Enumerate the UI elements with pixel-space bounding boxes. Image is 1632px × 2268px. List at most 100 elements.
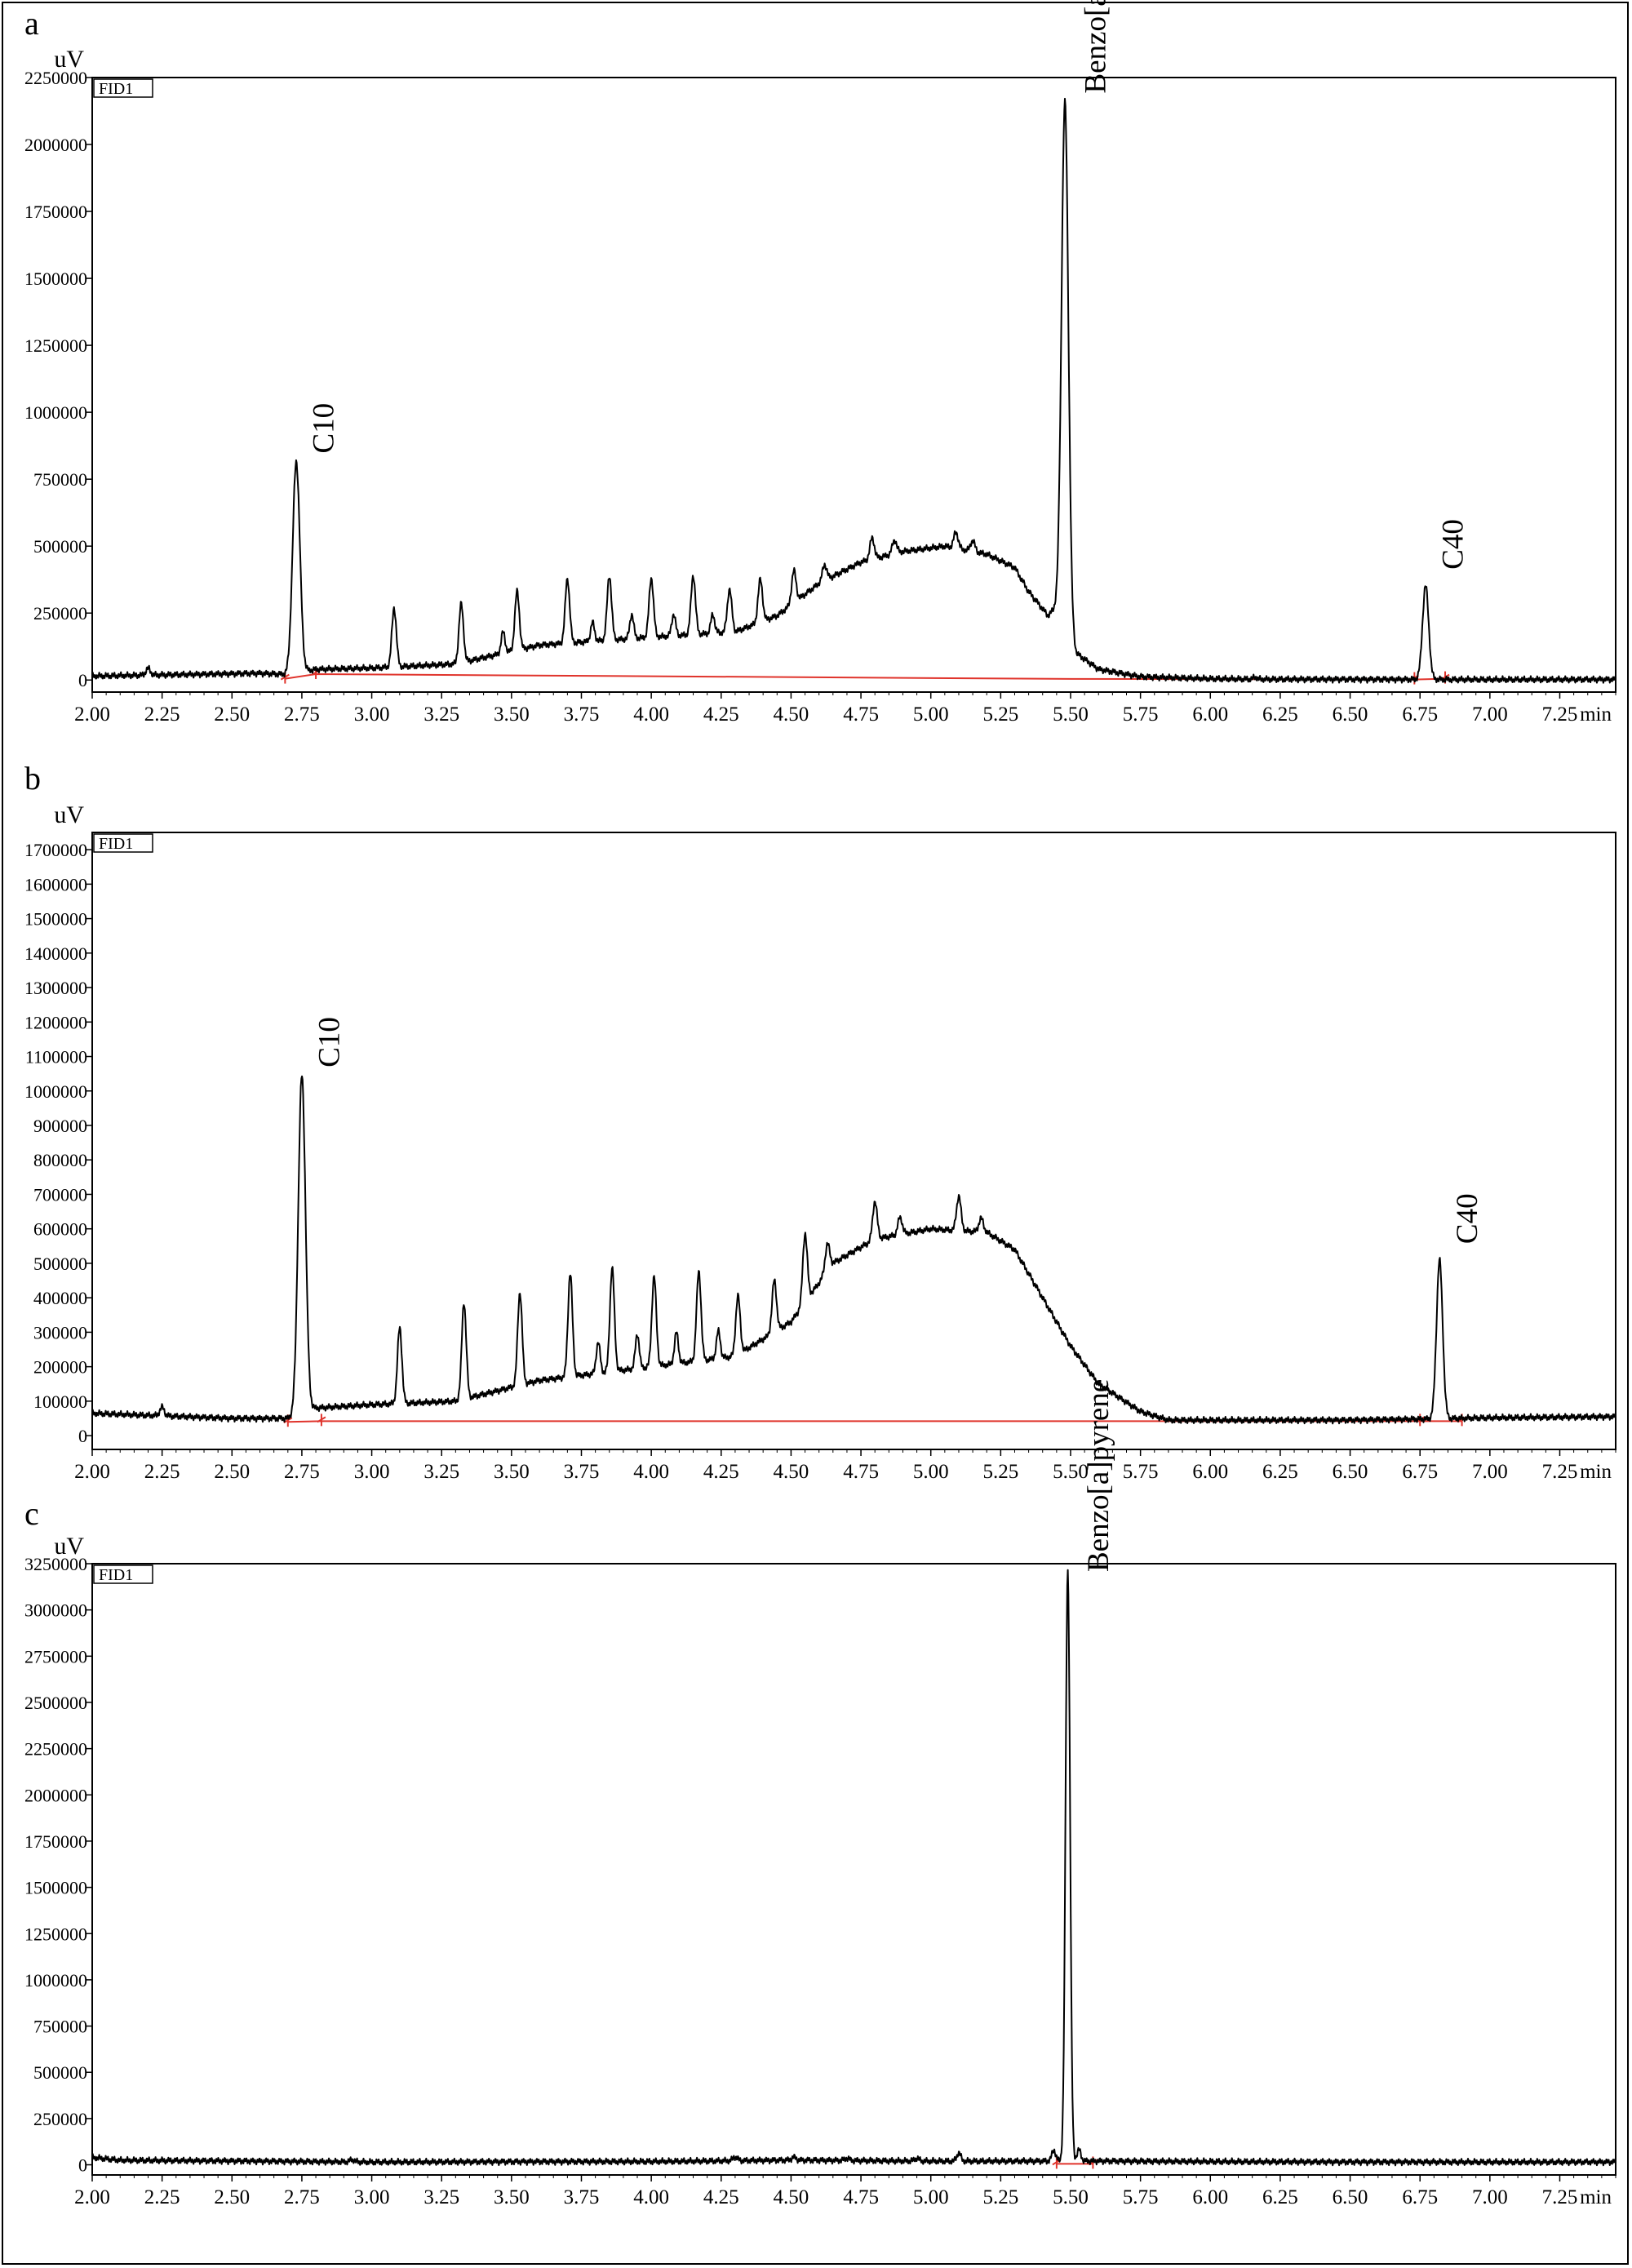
x-axis-unit: min: [1580, 703, 1612, 726]
chart-panel-b: buV FID1 0 100000 200000 300000 400000 500000 60…: [24, 760, 1616, 1483]
x-tick-label: 4.25: [703, 2186, 739, 2208]
y-tick-label: 300000: [33, 1322, 87, 1343]
signal-trace: [91, 1569, 1616, 2167]
x-tick-label: 5.25: [982, 2186, 1018, 2208]
x-tick-label: 5.00: [913, 703, 949, 726]
y-tick-label: 750000: [33, 469, 87, 490]
x-tick-label: 6.75: [1402, 2186, 1438, 2208]
y-tick-label: 100000: [33, 1391, 87, 1412]
x-tick-label: 4.75: [843, 2186, 879, 2208]
legend-box: [93, 833, 153, 853]
y-tick-label: 250000: [33, 2109, 87, 2129]
x-tick-label: 5.50: [1053, 2186, 1089, 2208]
x-tick-label: 2.25: [144, 2186, 180, 2208]
y-tick-label: 900000: [33, 1116, 87, 1136]
signal-trace: [91, 1075, 1616, 1425]
x-tick-label: 3.75: [564, 1461, 600, 1483]
y-tick-label: 1600000: [24, 874, 87, 894]
x-tick-label: 6.50: [1333, 1461, 1368, 1483]
x-tick-label: 7.00: [1472, 2186, 1508, 2208]
x-tick-label: 4.50: [774, 1461, 809, 1483]
x-tick-label: 2.75: [284, 1461, 320, 1483]
x-tick-label: 7.00: [1472, 1461, 1508, 1483]
x-tick-label: 5.75: [1123, 703, 1159, 726]
legend-label: FID1: [99, 1566, 133, 1584]
x-tick-label: 6.00: [1192, 1461, 1228, 1483]
peak-label: C10: [313, 1017, 347, 1067]
plot-frame: [91, 1563, 1616, 2176]
x-tick-label: 5.50: [1053, 703, 1089, 726]
y-tick-label: 1000000: [24, 402, 87, 423]
y-tick-label: 2250000: [24, 68, 87, 88]
x-tick-label: 3.75: [564, 703, 600, 726]
y-axis-unit: uV: [54, 46, 84, 73]
y-tick-label: 500000: [33, 536, 87, 557]
x-tick-label: 6.50: [1333, 2186, 1368, 2208]
x-tick-label: 6.00: [1192, 2186, 1228, 2208]
y-tick-label: 500000: [33, 1254, 87, 1274]
x-tick-label: 2.50: [214, 1461, 250, 1483]
plot-frame: [91, 832, 1616, 1450]
y-tick-label: 1500000: [24, 269, 87, 289]
y-tick-label: 2000000: [24, 1785, 87, 1805]
y-tick-label: 750000: [33, 2017, 87, 2037]
integration-baseline: [287, 1420, 1462, 1423]
x-tick-label: 4.50: [774, 2186, 809, 2208]
peak-label: C40: [1451, 1193, 1484, 1244]
x-tick-label: 5.25: [982, 703, 1018, 726]
x-tick-label: 7.25: [1542, 703, 1578, 726]
x-tick-label: 5.75: [1123, 1461, 1159, 1483]
peak-label: Benzo[a]pyrene: [1080, 0, 1113, 94]
x-tick-label: 6.75: [1402, 703, 1438, 726]
y-tick-label: 1700000: [24, 840, 87, 860]
y-tick-label: 1300000: [24, 978, 87, 998]
x-tick-label: 7.25: [1542, 1461, 1578, 1483]
peak-label: C10: [308, 403, 341, 454]
x-tick-label: 2.75: [284, 703, 320, 726]
x-tick-label: 2.00: [74, 703, 110, 726]
x-tick-label: 6.50: [1333, 703, 1368, 726]
y-tick-label: 1100000: [25, 1047, 87, 1067]
y-tick-label: 700000: [33, 1184, 87, 1205]
legend-label: FID1: [99, 80, 133, 98]
legend-label: FID1: [99, 835, 133, 853]
y-tick-label: 1750000: [24, 202, 87, 222]
y-tick-label: 1250000: [24, 335, 87, 356]
x-tick-label: 3.75: [564, 2186, 600, 2208]
y-tick-label: 1000000: [24, 1081, 87, 1102]
chart-panel-a: auV FID1 0 250000 500000 750000 1000000 1250000…: [24, 0, 1616, 726]
x-axis-unit: min: [1580, 1461, 1612, 1483]
y-tick-label: 0: [78, 1426, 87, 1446]
x-tick-label: 6.25: [1262, 2186, 1298, 2208]
x-tick-label: 2.25: [144, 703, 180, 726]
x-tick-label: 6.25: [1262, 1461, 1298, 1483]
panel-letter: b: [24, 760, 41, 797]
x-tick-label: 4.25: [703, 703, 739, 726]
y-tick-label: 800000: [33, 1150, 87, 1170]
x-tick-label: 3.25: [424, 1461, 459, 1483]
panel-letter: c: [24, 1495, 39, 1532]
x-tick-label: 6.25: [1262, 703, 1298, 726]
y-tick-label: 3000000: [24, 1600, 87, 1621]
x-tick-label: 5.00: [913, 1461, 949, 1483]
x-tick-label: 2.75: [284, 2186, 320, 2208]
signal-trace: [91, 97, 1616, 684]
y-tick-label: 1500000: [24, 909, 87, 930]
y-tick-label: 1500000: [24, 1878, 87, 1898]
panel-letter: a: [24, 5, 39, 42]
y-tick-label: 2500000: [24, 1693, 87, 1713]
x-tick-label: 3.50: [494, 1461, 530, 1483]
integration-marker-slash: [317, 1416, 326, 1423]
y-tick-label: 3250000: [24, 1554, 87, 1574]
x-tick-label: 4.50: [774, 703, 809, 726]
plot-frame: [91, 77, 1616, 693]
y-axis-unit: uV: [54, 1533, 84, 1560]
y-tick-label: 250000: [33, 603, 87, 624]
x-tick-label: 5.75: [1123, 2186, 1159, 2208]
x-tick-label: 2.25: [144, 1461, 180, 1483]
x-tick-label: 2.00: [74, 1461, 110, 1483]
y-tick-label: 2250000: [24, 1739, 87, 1760]
x-tick-label: 4.00: [633, 1461, 669, 1483]
